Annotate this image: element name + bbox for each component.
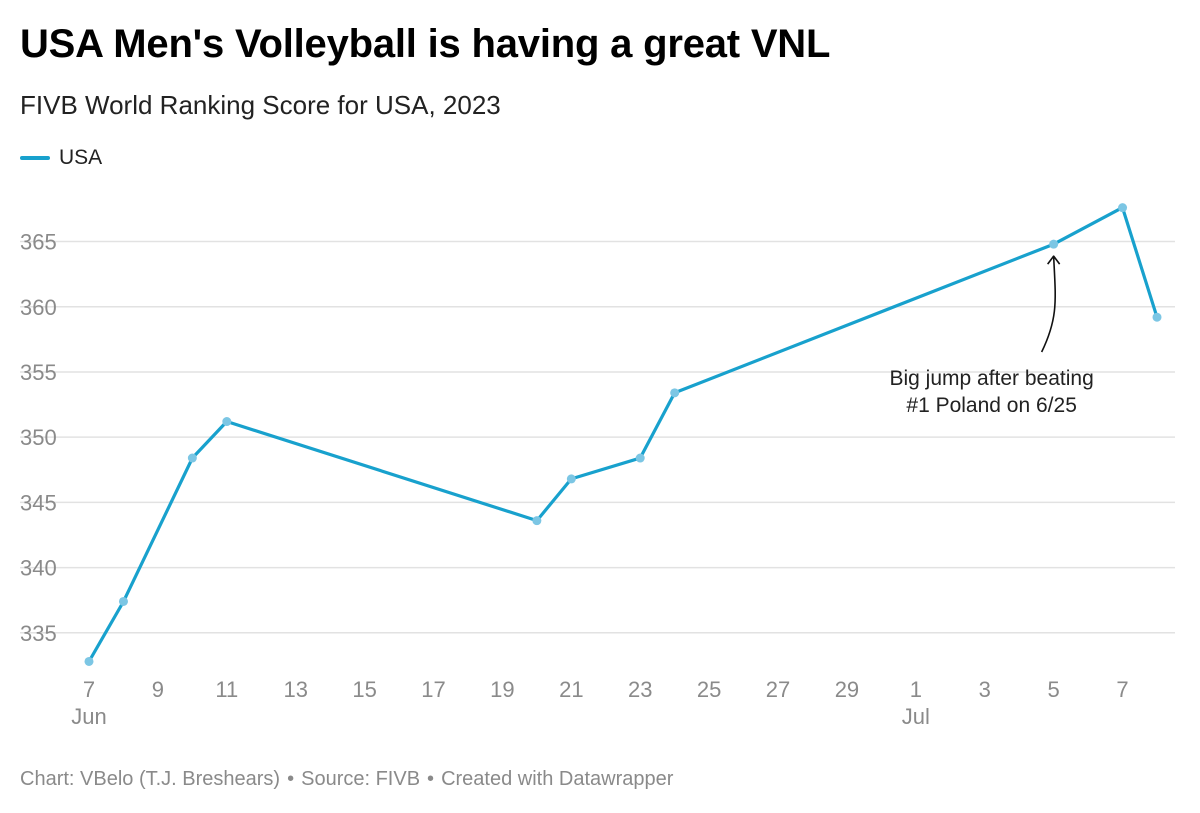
annotation-text: #1 Poland on 6/25 <box>906 394 1076 417</box>
data-point <box>118 596 128 606</box>
y-tick-label: 355 <box>20 360 57 385</box>
annotation: Big jump after beating #1 Poland on 6/25 <box>889 255 1094 417</box>
footer-created-with: Created with Datawrapper <box>441 768 674 790</box>
legend: USA <box>20 146 102 170</box>
data-point <box>532 516 542 526</box>
data-point <box>1152 312 1162 322</box>
chart-title: USA Men's Volleyball is having a great V… <box>20 22 831 66</box>
x-tick-label: 1 <box>910 677 922 702</box>
x-tick-label: 11 <box>215 677 238 702</box>
annotation-arrowhead <box>1047 255 1061 265</box>
x-tick-label: 7 <box>83 677 95 702</box>
x-tick-label: 25 <box>697 677 721 702</box>
x-tick-label: 13 <box>283 677 307 702</box>
y-tick-label: 335 <box>20 621 57 646</box>
x-tick-label: 3 <box>979 677 991 702</box>
x-tick-label: 19 <box>490 677 514 702</box>
series-usa <box>84 203 1162 666</box>
x-tick-label: 27 <box>766 677 790 702</box>
footer-chart-credit: Chart: VBelo (T.J. Breshears) <box>20 768 281 790</box>
y-tick-label: 365 <box>20 230 57 255</box>
y-tick-label: 360 <box>20 295 57 320</box>
gridlines <box>20 240 1175 634</box>
series-line-usa <box>87 206 1159 664</box>
x-tick-label: 17 <box>421 677 445 702</box>
x-tick-label: 7 <box>1116 677 1128 702</box>
y-tick-label: 350 <box>20 425 57 450</box>
footer-separator: • <box>427 768 435 790</box>
footer-source: Source: FIVB <box>301 768 421 790</box>
x-tick-label: 15 <box>352 677 376 702</box>
legend-swatch-usa <box>20 156 50 160</box>
legend-label-usa: USA <box>59 146 103 169</box>
data-point <box>635 453 645 463</box>
x-month-label: Jul <box>902 704 930 729</box>
data-point <box>1049 239 1059 249</box>
x-tick-label: 21 <box>559 677 583 702</box>
y-tick-label: 345 <box>20 490 57 515</box>
x-month-label: Jun <box>71 704 106 729</box>
x-tick-label: 29 <box>835 677 859 702</box>
footer-separator: • <box>287 768 295 790</box>
data-point <box>1118 203 1128 213</box>
y-axis: 335 340 345 350 355 360 365 <box>20 230 57 646</box>
data-point <box>84 656 94 666</box>
data-point <box>670 388 680 398</box>
x-tick-label: 23 <box>628 677 652 702</box>
annotation-text: Big jump after beating <box>889 367 1093 390</box>
footer: Chart: VBelo (T.J. Breshears) • Source: FI… <box>20 768 673 791</box>
x-tick-label: 9 <box>152 677 164 702</box>
data-point <box>187 453 197 463</box>
data-point <box>566 474 576 484</box>
x-tick-label: 5 <box>1048 677 1060 702</box>
data-point <box>222 417 232 427</box>
y-tick-label: 340 <box>20 556 57 581</box>
chart-subtitle: FIVB World Ranking Score for USA, 2023 <box>20 90 501 120</box>
annotation-arrow <box>1040 256 1057 353</box>
